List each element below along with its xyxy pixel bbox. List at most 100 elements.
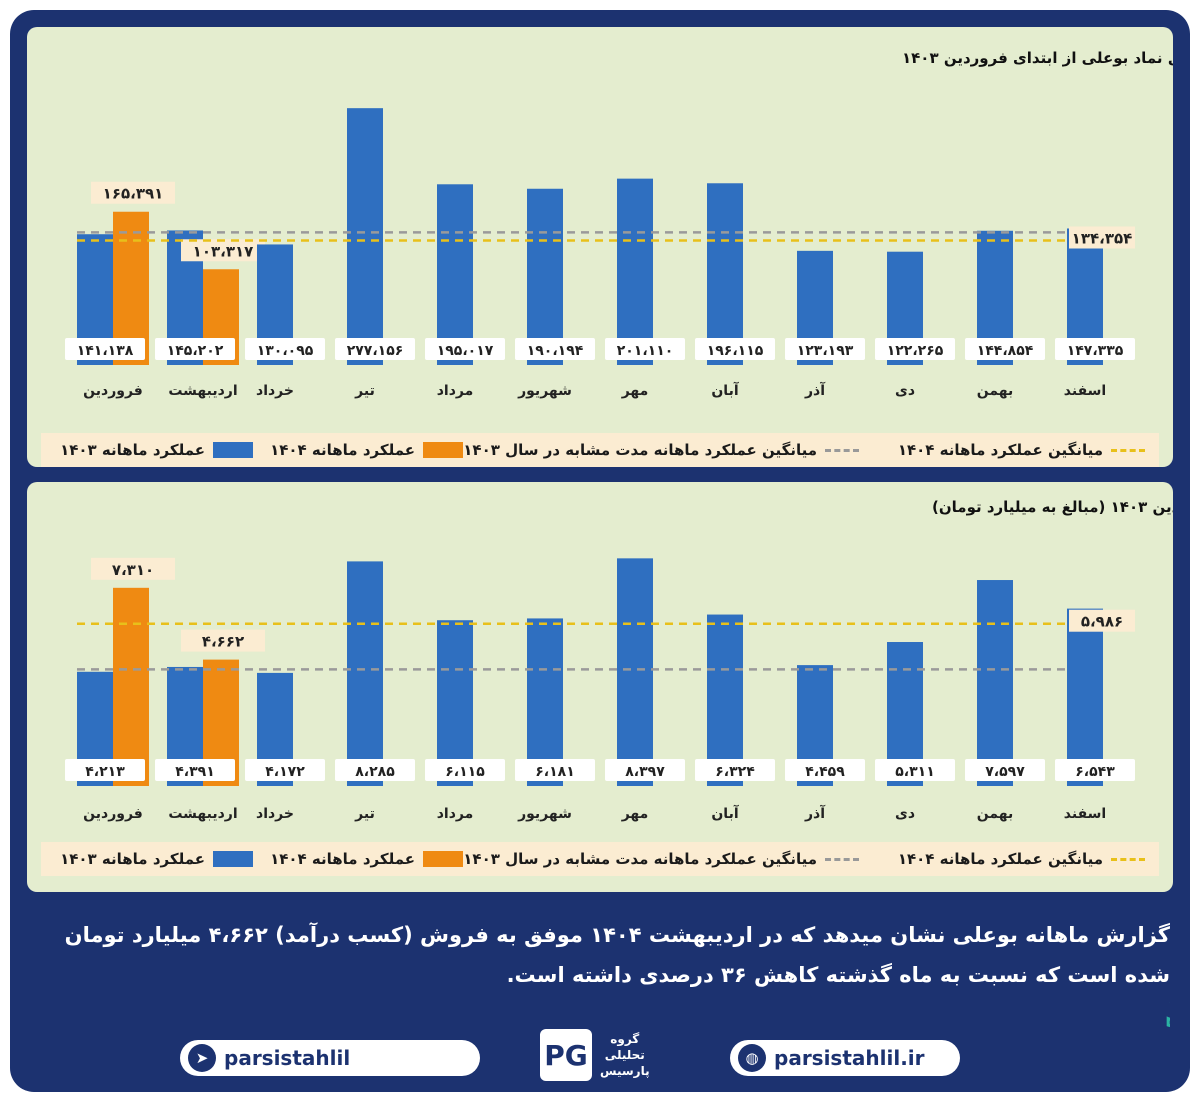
data-label-1403: ۵،۳۱۱: [895, 764, 935, 780]
data-label-bg: [1055, 338, 1135, 360]
x-tick-label: آذر: [804, 381, 826, 399]
data-label-1403: ۴،۱۷۲: [265, 764, 305, 780]
x-tick-label: خرداد: [256, 806, 294, 822]
bar-1403: [617, 178, 653, 365]
bar-1403: [977, 580, 1013, 786]
data-label-bg: [1055, 759, 1135, 781]
bar-1404: [113, 587, 149, 786]
x-tick-label: شهریور: [517, 806, 572, 822]
x-tick-label: بهمن: [977, 806, 1013, 822]
legend-1404: عملکرد ماهانه ۱۴۰۴: [270, 433, 463, 467]
data-label-bg: [181, 239, 265, 262]
summary-text: گزارش ماهانه بوعلی نشان میدهد که در اردی…: [64, 923, 1170, 987]
data-label-bg: [65, 759, 145, 781]
data-label-bg: [425, 338, 505, 360]
data-label-1403: ۱۹۰،۱۹۴: [527, 343, 584, 359]
legend-1403: عملکرد ماهانه ۱۴۰۳: [60, 433, 253, 467]
bar-1403: [617, 558, 653, 786]
sales-volume-panel: روند عملکرد ماهانه از نظر مقدار فروش محص…: [27, 27, 1173, 467]
bar-1403: [527, 188, 563, 365]
data-label-bg: [965, 338, 1045, 360]
bar-1403: [527, 618, 563, 786]
x-tick-label: اسفند: [1064, 806, 1106, 822]
data-label-bg: [155, 338, 235, 360]
bar-1403: [347, 561, 383, 786]
data-label-1403: ۴،۳۹۱: [175, 764, 215, 780]
data-label-bg: [65, 338, 145, 360]
avg-label-bg: [1069, 609, 1135, 632]
data-label-bg: [91, 181, 175, 204]
bar-1403: [707, 183, 743, 365]
x-tick-label: بهمن: [977, 383, 1013, 399]
data-label-1403: ۶،۱۸۱: [535, 764, 575, 780]
data-label-1404: ۱۰۳،۳۱۷: [193, 242, 254, 260]
data-label-1403: ۷،۵۹۷: [985, 764, 1025, 780]
data-label-1403: ۱۴۵،۲۰۲: [167, 343, 224, 359]
chart-title: روند عملکرد ماهانه از نظر مقدار فروش محص…: [902, 49, 1173, 67]
legend-avg-prev: میانگین عملکرد ماهانه مدت مشابه در سال ۱…: [463, 842, 859, 876]
x-tick-label: دی: [895, 806, 915, 822]
telegram-link[interactable]: ➤ parsistahlil: [180, 1040, 480, 1076]
data-label-bg: [515, 759, 595, 781]
bar-1403: [1067, 608, 1103, 786]
data-label-bg: [155, 759, 235, 781]
data-label-bg: [605, 338, 685, 360]
data-label-1403: ۶،۳۲۴: [715, 764, 755, 780]
data-label-1403: ۸،۳۹۷: [625, 764, 665, 780]
data-label-bg: [785, 759, 865, 781]
parsis-logo-mark: PG: [540, 1029, 592, 1081]
sales-revenue-chart: روند مبلغ فروش (درآمد) ماهانه نماد بوعلی…: [65, 498, 1173, 822]
x-tick-label: خرداد: [256, 383, 294, 399]
bar-1403: [347, 108, 383, 366]
avg-label-bg: [1069, 226, 1135, 249]
data-label-1403: ۱۴۴،۸۵۴: [977, 343, 1034, 359]
data-label-1403: ۱۲۳،۱۹۳: [797, 343, 854, 359]
data-label-1403: ۲۷۷،۱۵۶: [347, 343, 404, 359]
data-label-bg: [245, 759, 325, 781]
data-label-bg: [785, 338, 865, 360]
data-label-bg: [515, 338, 595, 360]
data-label-bg: [425, 759, 505, 781]
legend-avg-1404: میانگین عملکرد ماهانه ۱۴۰۴: [898, 433, 1145, 467]
bar-1403: [707, 614, 743, 786]
legend-avg-1404: میانگین عملکرد ماهانه ۱۴۰۴: [898, 842, 1145, 876]
data-label-1403: ۱۲۲،۲۶۵: [887, 343, 944, 359]
data-label-1404: ۷،۳۱۰: [112, 561, 154, 579]
x-tick-label: تیر: [354, 383, 375, 399]
data-label-bg: [605, 759, 685, 781]
data-label-bg: [875, 759, 955, 781]
data-label-bg: [875, 338, 955, 360]
data-label-bg: [695, 338, 775, 360]
sales-volume-chart: روند عملکرد ماهانه از نظر مقدار فروش محص…: [65, 49, 1173, 399]
data-label-1403: ۱۴۷،۳۳۵: [1067, 343, 1124, 359]
data-label-bg: [965, 759, 1045, 781]
website-link[interactable]: ◍ parsistahlil.ir: [730, 1040, 960, 1076]
data-label-bg: [91, 557, 175, 580]
data-label-bg: [181, 629, 265, 652]
globe-icon: ◍: [738, 1044, 766, 1072]
data-label-bg: [335, 759, 415, 781]
avg-1404-label: ۱۳۴،۳۵۴: [1072, 229, 1133, 247]
avg-1404-label: ۵،۹۸۶: [1081, 613, 1123, 631]
data-label-1403: ۱۳۰،۰۹۵: [257, 343, 314, 359]
x-tick-label: تیر: [354, 806, 375, 822]
x-tick-label: فروردین: [83, 806, 143, 822]
x-tick-label: دی: [895, 383, 915, 399]
x-tick-label: شهریور: [517, 383, 572, 399]
x-tick-label: آبان: [711, 381, 739, 399]
data-label-1403: ۶،۵۴۳: [1075, 764, 1115, 780]
parsis-logo-text: گروه تحلیلی پارسیس: [600, 1032, 650, 1078]
telegram-icon: ➤: [188, 1044, 216, 1072]
data-label-1404: ۱۶۵،۳۹۱: [103, 185, 164, 203]
svg-text:صفحه اقتصاد: صفحه اقتصاد: [1165, 978, 1170, 1038]
data-label-1403: ۴،۴۵۹: [805, 764, 845, 780]
x-tick-label: آبان: [711, 804, 739, 822]
x-tick-label: اردیبهشت: [168, 806, 237, 822]
data-label-1403: ۲۰۱،۱۱۰: [617, 343, 674, 359]
x-tick-label: اسفند: [1064, 383, 1106, 399]
watermark-logo: صفحه اقتصاد: [1164, 977, 1171, 1040]
legend-1403: عملکرد ماهانه ۱۴۰۳: [60, 842, 253, 876]
data-label-bg: [335, 338, 415, 360]
parsis-logo: PG گروه تحلیلی پارسیس: [540, 1025, 690, 1085]
bar-1403: [437, 620, 473, 786]
